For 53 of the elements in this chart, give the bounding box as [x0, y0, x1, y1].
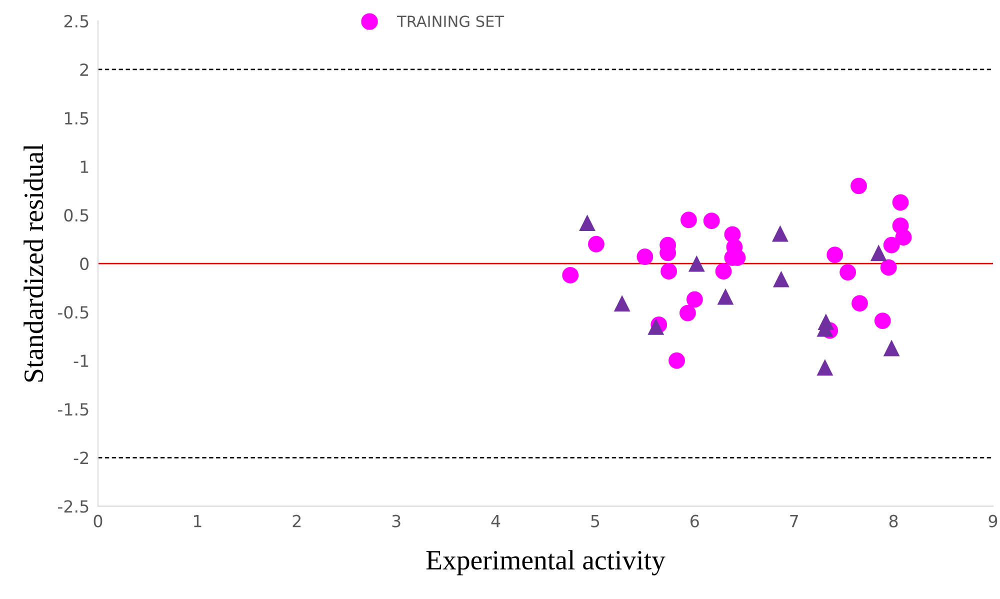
y-tick-label: 0.5: [64, 209, 88, 222]
point: [772, 225, 788, 242]
point: [562, 266, 579, 284]
point: [614, 295, 630, 312]
y-axis-title: Standardized residual: [24, 144, 44, 382]
point: [880, 259, 897, 276]
point: [895, 229, 912, 246]
point: [883, 236, 900, 254]
point: [874, 312, 891, 330]
y-tick-label: -1: [74, 354, 88, 367]
x-tick-label: 4: [491, 515, 500, 528]
x-tick-label: 1: [194, 515, 202, 528]
point: [688, 255, 705, 272]
y-tick-label: 0: [80, 258, 89, 270]
point: [588, 236, 604, 252]
point: [680, 212, 697, 228]
x-tick-label: 8: [889, 514, 898, 528]
point: [703, 212, 720, 230]
y-tick-label: 2: [80, 63, 88, 76]
point: [826, 246, 844, 264]
point: [840, 264, 856, 281]
point: [717, 288, 734, 305]
y-tick-label: -2: [74, 452, 88, 464]
x-tick-label: 0: [94, 514, 102, 528]
x-tick-label: 5: [591, 515, 600, 528]
point: [668, 352, 685, 369]
x-axis-title: Experimental activity: [426, 550, 666, 576]
y-tick-label: -2.5: [58, 500, 88, 513]
point: [686, 291, 703, 308]
point: [850, 178, 867, 194]
y-tick-label: -0.5: [58, 306, 88, 319]
y-tick-label: 2.5: [64, 14, 88, 28]
y-tick-label: -1.5: [58, 403, 88, 416]
point: [660, 263, 678, 280]
x-tick-label: 3: [392, 514, 400, 528]
x-tick-label: 9: [988, 514, 998, 528]
point: [892, 194, 909, 211]
point: [648, 318, 664, 335]
point: [679, 304, 696, 322]
legend-label: TRAINING SET: [396, 16, 504, 28]
point: [715, 263, 732, 280]
point: [636, 248, 654, 265]
point: [772, 270, 790, 288]
point: [883, 340, 900, 356]
point: [870, 244, 887, 262]
point: [579, 214, 596, 232]
x-tick-label: 7: [790, 515, 798, 528]
y-tick-label: 1.5: [64, 112, 88, 125]
x-tick-label: 2: [292, 514, 301, 528]
point: [852, 295, 868, 312]
x-tick-label: 6: [690, 514, 699, 528]
y-tick-label: 1: [80, 160, 88, 173]
point: [816, 359, 834, 376]
